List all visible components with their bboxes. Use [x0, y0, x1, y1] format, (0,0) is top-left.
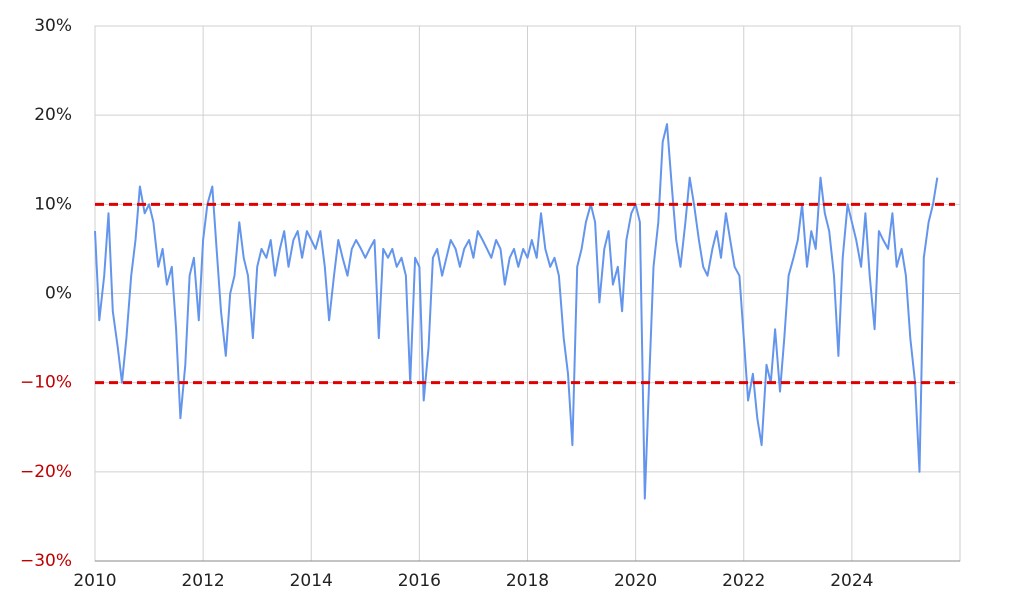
- y-tick-label: −20%: [20, 462, 72, 482]
- y-tick-label: 30%: [34, 16, 72, 36]
- x-tick-label: 2012: [181, 571, 224, 591]
- x-tick-label: 2016: [398, 571, 441, 591]
- y-tick-label: 10%: [34, 194, 72, 214]
- y-tick-label: 20%: [34, 105, 72, 125]
- y-tick-label: −30%: [20, 551, 72, 571]
- x-tick-label: 2022: [722, 571, 765, 591]
- x-tick-label: 2024: [830, 571, 873, 591]
- y-tick-label: −10%: [20, 373, 72, 393]
- x-tick-label: 2020: [614, 571, 657, 591]
- data-line: [94, 123, 939, 500]
- x-tick-label: 2014: [290, 571, 333, 591]
- y-tick-label: 0%: [45, 284, 72, 304]
- x-tick-label: 2018: [506, 571, 549, 591]
- x-tick-label: 2010: [73, 571, 116, 591]
